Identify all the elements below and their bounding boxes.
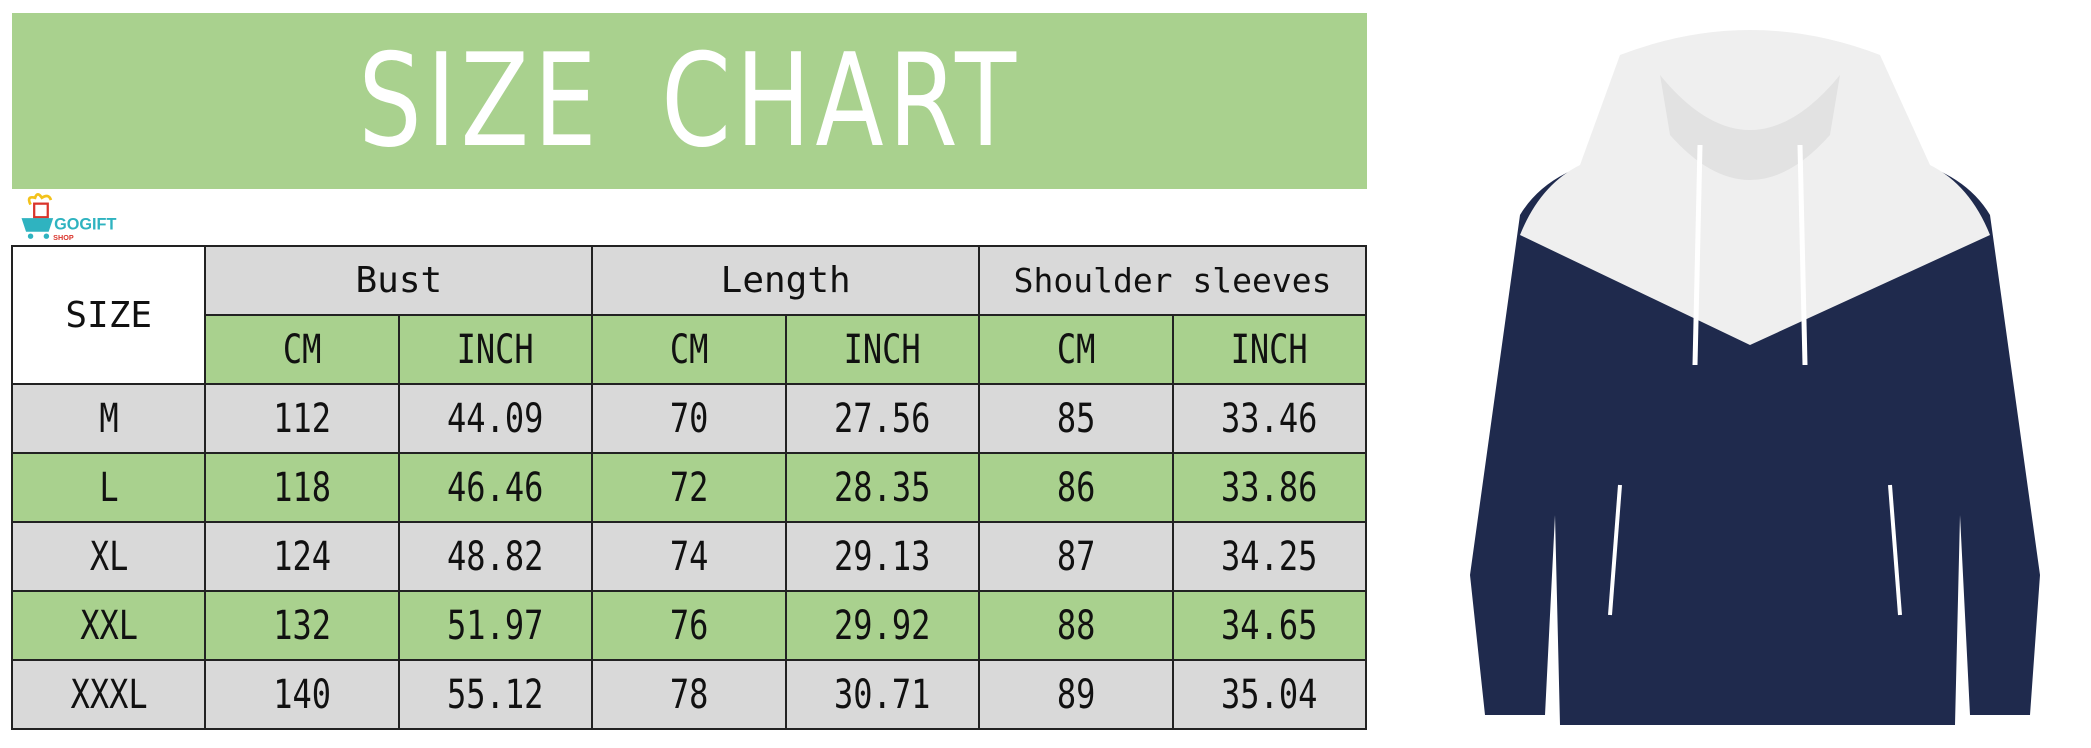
value-cell: 88: [978, 590, 1174, 661]
value-cell: 132: [204, 590, 400, 661]
value-cell: 33.46: [1171, 383, 1368, 454]
value-cell: 76: [591, 590, 787, 661]
value-cell: 34.65: [1171, 590, 1368, 661]
value-cell: 29.92: [784, 590, 981, 661]
unit-header: INCH: [1171, 314, 1368, 385]
value-cell: 86: [978, 452, 1174, 523]
value-cell: 48.82: [397, 521, 594, 592]
unit-header: CM: [591, 314, 787, 385]
value-cell: 87: [978, 521, 1174, 592]
value-cell: 55.12: [397, 659, 594, 730]
value-cell: 29.13: [784, 521, 981, 592]
value-cell: 74: [591, 521, 787, 592]
value-cell: 78: [591, 659, 787, 730]
table-row: XL 124 48.82 74 29.13 87 34.25: [10, 521, 1368, 592]
table-row: L 118 46.46 72 28.35 86 33.86: [10, 452, 1368, 523]
value-cell: 51.97: [397, 590, 594, 661]
unit-header: INCH: [784, 314, 981, 385]
value-cell: 34.25: [1171, 521, 1368, 592]
value-cell: 124: [204, 521, 400, 592]
table-row: XXL 132 51.97 76 29.92 88 34.65: [10, 590, 1368, 661]
value-cell: 44.09: [397, 383, 594, 454]
table-header-row: SIZE Bust Length Shoulder sleeves: [10, 245, 1367, 385]
value-cell: 118: [204, 452, 400, 523]
logo-brand-text: GOGIFT: [54, 215, 116, 233]
size-header: SIZE: [10, 245, 207, 385]
size-cell: L: [10, 452, 207, 523]
value-cell: 112: [204, 383, 400, 454]
unit-header-row: CM INCH CM INCH CM INCH: [12, 314, 1368, 385]
table-row: XXXL 140 55.12 78 30.71 89 35.04: [10, 659, 1368, 730]
size-cell: XL: [10, 521, 207, 592]
value-cell: 28.35: [784, 452, 981, 523]
unit-header: CM: [204, 314, 400, 385]
group-header-bust: Bust: [204, 245, 594, 316]
value-cell: 27.56: [784, 383, 981, 454]
value-cell: 33.86: [1171, 452, 1368, 523]
size-cell: XXL: [10, 590, 207, 661]
value-cell: 140: [204, 659, 400, 730]
value-cell: 85: [978, 383, 1174, 454]
group-header-length: Length: [591, 245, 981, 316]
size-cell: M: [10, 383, 207, 454]
hoodie-image: [1470, 30, 2040, 725]
title-banner: SIZE CHART: [12, 13, 1367, 189]
value-cell: 89: [978, 659, 1174, 730]
unit-header: CM: [978, 314, 1174, 385]
size-cell: XXXL: [10, 659, 207, 730]
group-header-shoulder: Shoulder sleeves: [978, 245, 1367, 316]
page-title: SIZE CHART: [358, 26, 1021, 176]
value-cell: 35.04: [1171, 659, 1368, 730]
value-cell: 72: [591, 452, 787, 523]
logo-sub-text: SHOP: [53, 233, 74, 242]
value-cell: 70: [591, 383, 787, 454]
gogift-shop-logo: GOGIFT SHOP: [21, 193, 116, 242]
value-cell: 46.46: [397, 452, 594, 523]
value-cell: 30.71: [784, 659, 981, 730]
table-row: M 112 44.09 70 27.56 85 33.46: [10, 383, 1368, 454]
size-table: SIZE Bust Length Shoulder sleeves CM INC…: [10, 245, 1368, 730]
unit-header: INCH: [397, 314, 594, 385]
